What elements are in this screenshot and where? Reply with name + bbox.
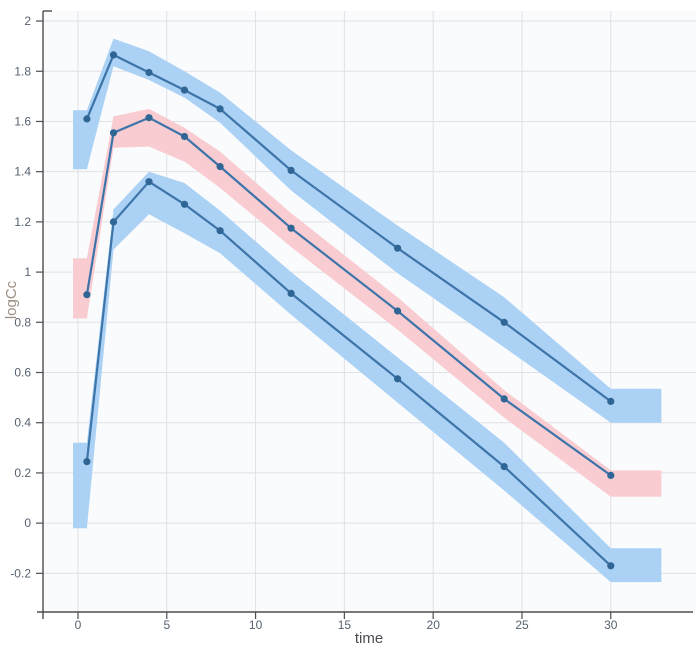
middle-curve-point[interactable] <box>180 132 189 141</box>
middle-curve-point[interactable] <box>83 291 91 299</box>
axes <box>36 10 693 619</box>
upper-curve-point[interactable] <box>109 51 118 59</box>
lower-curve-point[interactable] <box>607 562 615 570</box>
lower-curve-point[interactable] <box>394 375 402 383</box>
upper-curve-point[interactable] <box>607 397 615 405</box>
lower-curve-point[interactable] <box>180 200 189 208</box>
x-tick-label: 25 <box>515 618 529 632</box>
y-tick-label: 1.8 <box>14 64 31 78</box>
middle-curve-point[interactable] <box>394 307 402 315</box>
middle-curve-point[interactable] <box>216 163 224 171</box>
lower-curve-point[interactable] <box>500 463 508 471</box>
y-tick-label: 1.4 <box>14 165 31 179</box>
upper-curve-point[interactable] <box>145 68 153 77</box>
x-tick-label: 5 <box>163 618 170 632</box>
upper-curve-point[interactable] <box>216 105 224 113</box>
lower-curve-band <box>73 171 662 583</box>
x-tick-label: 0 <box>75 618 82 632</box>
y-tick-label: -0.2 <box>10 566 31 580</box>
gridlines <box>43 11 696 612</box>
y-tick-label: 0.8 <box>14 315 31 329</box>
upper-curve-point[interactable] <box>394 244 402 252</box>
x-tick-label: 20 <box>427 618 441 632</box>
tick-labels: 0 5 10 15 20 25 30 2 1.8 1.6 1.4 1.2 1 0.8 0.6 0.4 0.2 0 -… <box>10 14 617 632</box>
upper-curve-band <box>73 38 662 423</box>
y-tick-label: 0.4 <box>14 416 31 430</box>
y-tick-label: 0.2 <box>14 466 31 480</box>
y-tick-label: 1.6 <box>14 115 31 129</box>
y-tick-label: 0.6 <box>14 366 31 380</box>
middle-curve-point[interactable] <box>287 224 295 232</box>
lower-curve-point[interactable] <box>145 178 153 186</box>
y-tick-label: 0 <box>24 516 31 530</box>
x-tick-label: 10 <box>249 618 263 632</box>
upper-curve-point[interactable] <box>287 166 295 174</box>
confidence-bands <box>73 38 662 583</box>
middle-curve-point[interactable] <box>500 395 508 403</box>
x-tick-label: 30 <box>604 618 618 632</box>
lower-curve-point[interactable] <box>216 227 224 235</box>
upper-curve-point[interactable] <box>180 86 189 94</box>
lower-curve-point[interactable] <box>287 289 295 297</box>
x-axis-title: time <box>355 630 383 646</box>
y-tick-label: 1 <box>24 265 31 279</box>
lower-curve-point[interactable] <box>109 218 118 226</box>
y-tick-label: 2 <box>24 14 31 28</box>
x-tick-label: 15 <box>338 618 352 632</box>
middle-curve-point[interactable] <box>607 471 615 479</box>
y-tick-label: 1.2 <box>14 215 31 229</box>
data-point-markers <box>83 51 615 570</box>
y-axis-title: logCc <box>3 280 20 319</box>
lower-curve-point[interactable] <box>83 458 91 466</box>
upper-curve-point[interactable] <box>83 115 91 123</box>
plot-area <box>43 11 696 612</box>
upper-curve-point[interactable] <box>500 318 508 326</box>
middle-curve-point[interactable] <box>145 114 153 122</box>
middle-curve-band <box>73 108 662 497</box>
middle-curve-point[interactable] <box>109 129 118 137</box>
